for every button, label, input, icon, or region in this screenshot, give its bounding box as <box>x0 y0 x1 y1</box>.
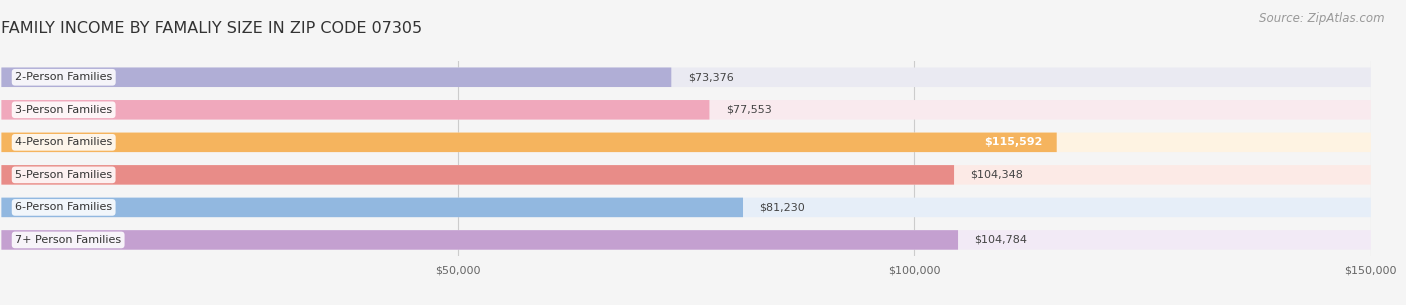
Text: $73,376: $73,376 <box>688 72 734 82</box>
FancyBboxPatch shape <box>1 230 1371 250</box>
Text: $104,348: $104,348 <box>970 170 1024 180</box>
FancyBboxPatch shape <box>1 230 957 250</box>
Text: $104,784: $104,784 <box>974 235 1028 245</box>
Text: $81,230: $81,230 <box>759 203 806 212</box>
Text: 3-Person Families: 3-Person Families <box>15 105 112 115</box>
Text: Source: ZipAtlas.com: Source: ZipAtlas.com <box>1260 12 1385 25</box>
FancyBboxPatch shape <box>1 133 1057 152</box>
Text: 7+ Person Families: 7+ Person Families <box>15 235 121 245</box>
FancyBboxPatch shape <box>1 198 1371 217</box>
FancyBboxPatch shape <box>1 100 710 120</box>
Text: $77,553: $77,553 <box>725 105 772 115</box>
Text: $115,592: $115,592 <box>984 137 1043 147</box>
FancyBboxPatch shape <box>1 67 671 87</box>
FancyBboxPatch shape <box>1 165 955 185</box>
FancyBboxPatch shape <box>1 198 742 217</box>
Text: 2-Person Families: 2-Person Families <box>15 72 112 82</box>
Text: 5-Person Families: 5-Person Families <box>15 170 112 180</box>
Text: 4-Person Families: 4-Person Families <box>15 137 112 147</box>
FancyBboxPatch shape <box>1 165 1371 185</box>
Text: FAMILY INCOME BY FAMALIY SIZE IN ZIP CODE 07305: FAMILY INCOME BY FAMALIY SIZE IN ZIP COD… <box>1 21 423 36</box>
FancyBboxPatch shape <box>1 67 1371 87</box>
FancyBboxPatch shape <box>1 100 1371 120</box>
FancyBboxPatch shape <box>1 133 1371 152</box>
Text: 6-Person Families: 6-Person Families <box>15 203 112 212</box>
